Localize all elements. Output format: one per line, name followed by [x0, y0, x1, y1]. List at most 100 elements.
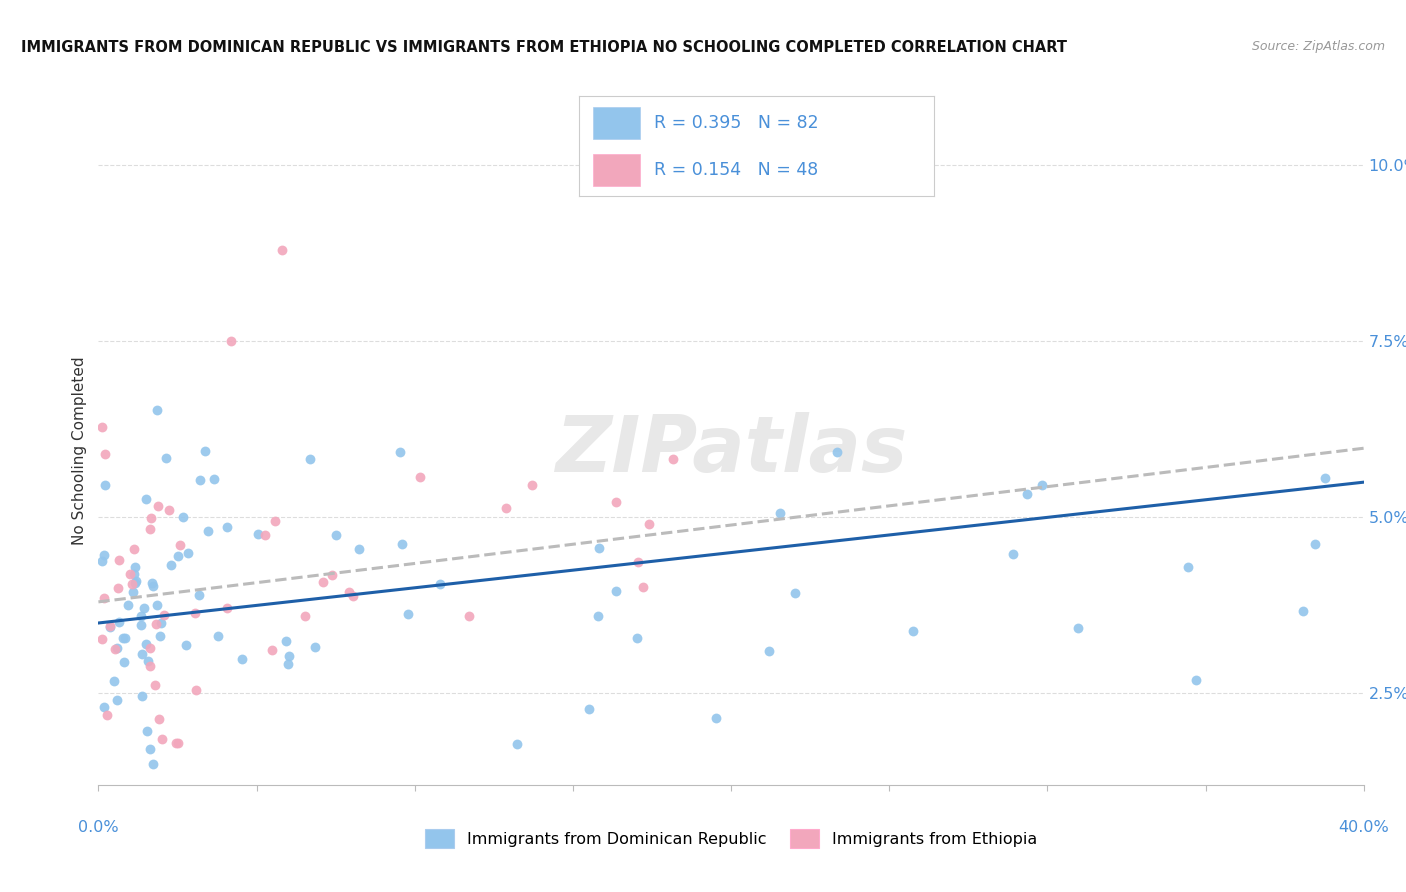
Point	[495, 501, 517, 516]
Point	[177, 546, 200, 560]
Point	[184, 683, 207, 698]
Point	[93, 447, 115, 461]
Point	[396, 607, 419, 621]
Point	[160, 558, 183, 572]
Point	[783, 585, 806, 599]
Point	[825, 445, 848, 459]
Point	[626, 632, 648, 646]
Point	[219, 334, 243, 349]
Point	[148, 499, 170, 513]
Point	[389, 444, 412, 458]
Point	[270, 243, 294, 257]
Point	[114, 631, 136, 645]
Point	[132, 601, 155, 615]
Point	[124, 576, 146, 591]
Point	[458, 608, 481, 623]
Point	[107, 581, 129, 595]
Point	[124, 560, 146, 574]
Point	[157, 503, 180, 517]
Point	[1001, 548, 1024, 562]
Point	[217, 601, 239, 615]
Point	[118, 566, 141, 581]
Point	[277, 648, 299, 663]
Point	[136, 723, 159, 738]
Text: 0.0%: 0.0%	[79, 820, 118, 835]
Point	[194, 444, 217, 458]
Point	[347, 542, 370, 557]
Text: ZIPatlas: ZIPatlas	[555, 412, 907, 489]
Point	[142, 579, 165, 593]
Point	[131, 689, 153, 703]
Point	[165, 736, 187, 750]
Point	[901, 624, 924, 638]
Point	[90, 554, 112, 568]
Point	[108, 615, 131, 629]
Point	[98, 619, 121, 633]
Point	[264, 514, 287, 528]
Point	[98, 620, 121, 634]
Point	[112, 655, 135, 669]
Point	[103, 673, 125, 688]
Point	[217, 520, 239, 534]
Point	[138, 522, 160, 536]
Point	[155, 451, 177, 466]
Point	[1067, 621, 1090, 635]
Point	[321, 567, 343, 582]
Point	[1303, 537, 1326, 551]
Point	[391, 537, 413, 551]
Point	[294, 608, 316, 623]
Point	[627, 555, 650, 569]
Point	[1185, 673, 1208, 687]
Point	[588, 541, 610, 555]
Point	[605, 495, 627, 509]
Point	[146, 402, 169, 417]
Point	[1177, 559, 1199, 574]
Point	[1017, 486, 1039, 500]
Point	[135, 637, 157, 651]
Point	[605, 584, 627, 599]
Point	[637, 516, 659, 531]
Point	[153, 608, 176, 623]
Point	[146, 598, 169, 612]
Text: 40.0%: 40.0%	[1339, 820, 1389, 835]
Point	[107, 641, 129, 656]
Text: Source: ZipAtlas.com: Source: ZipAtlas.com	[1251, 40, 1385, 54]
Point	[121, 584, 143, 599]
Point	[166, 736, 188, 750]
Text: IMMIGRANTS FROM DOMINICAN REPUBLIC VS IMMIGRANTS FROM ETHIOPIA NO SCHOOLING COMP: IMMIGRANTS FROM DOMINICAN REPUBLIC VS IM…	[21, 40, 1067, 55]
Point	[231, 652, 253, 666]
Point	[93, 591, 115, 606]
Point	[304, 640, 326, 654]
Point	[148, 712, 170, 726]
Point	[578, 702, 600, 716]
Point	[768, 506, 790, 520]
Point	[758, 644, 780, 658]
Point	[108, 553, 131, 567]
Point	[409, 470, 432, 484]
Point	[125, 574, 148, 588]
Point	[142, 756, 165, 771]
Point	[93, 478, 115, 492]
Point	[312, 574, 335, 589]
Point	[103, 642, 125, 657]
Point	[121, 577, 143, 591]
Point	[93, 548, 115, 562]
Point	[260, 643, 283, 657]
Y-axis label: No Schooling Completed: No Schooling Completed	[72, 356, 87, 545]
Point	[207, 628, 229, 642]
Legend: Immigrants from Dominican Republic, Immigrants from Ethiopia: Immigrants from Dominican Republic, Immi…	[419, 822, 1043, 854]
Point	[247, 526, 270, 541]
Point	[91, 420, 114, 434]
Point	[129, 618, 152, 632]
Point	[136, 654, 159, 668]
Point	[141, 575, 163, 590]
Point	[253, 527, 276, 541]
Point	[139, 640, 162, 655]
Point	[131, 647, 153, 661]
Point	[139, 742, 162, 756]
Point	[145, 617, 167, 632]
Point	[1031, 478, 1053, 492]
Point	[325, 527, 347, 541]
Point	[150, 615, 173, 630]
Point	[202, 473, 225, 487]
